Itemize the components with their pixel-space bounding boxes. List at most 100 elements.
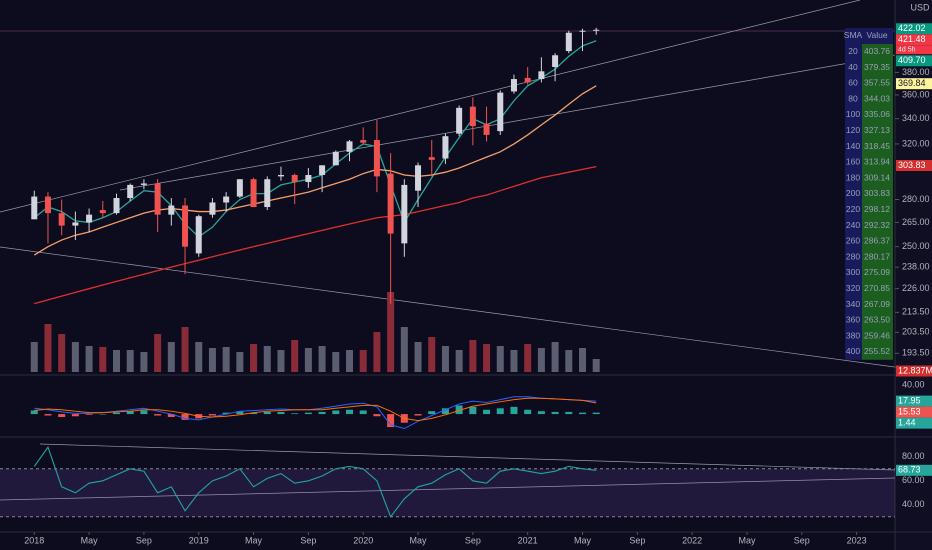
x-tick-label: Sep (794, 535, 810, 545)
histogram-bar (30, 410, 38, 415)
volume-bar (58, 334, 66, 372)
moving-average (33, 85, 597, 256)
price-tag (896, 417, 932, 429)
table-cell: 260 (846, 236, 860, 246)
candle-body (428, 157, 435, 160)
volume-bar (222, 347, 230, 372)
histogram-bar (44, 414, 52, 416)
table-cell: 360 (846, 315, 860, 325)
volume-bar (250, 344, 258, 372)
price-tag (896, 160, 932, 172)
candle-body (58, 213, 65, 226)
volume-bar (167, 342, 175, 372)
y-tick-label: 213.50 (902, 307, 930, 317)
x-tick-label: May (245, 535, 263, 545)
volume-bar (579, 348, 587, 372)
currency: USD (910, 2, 930, 12)
table-cell: 140 (846, 141, 860, 151)
candle-body (510, 79, 517, 92)
price-tag-label: 12.837M (898, 365, 932, 375)
histogram-bar (332, 410, 340, 415)
price-axis-bg (895, 0, 932, 550)
table-cell: 267.09 (864, 299, 890, 309)
table-cell: 380 (846, 330, 860, 340)
volume-bar (524, 344, 532, 372)
candle-body (346, 141, 353, 152)
volume-bar (400, 327, 408, 372)
candle-body (250, 179, 257, 208)
table-cell: 120 (846, 125, 860, 135)
volume-bar (113, 350, 121, 372)
y-tick-label: 320.00 (902, 138, 930, 148)
table-cell: 318.45 (864, 141, 890, 151)
candle-body (277, 174, 284, 177)
candle-body (442, 136, 449, 159)
histogram-bar (579, 412, 587, 415)
volume-bar (154, 334, 162, 372)
histogram-bar (469, 406, 477, 415)
table-cell: 403.76 (864, 46, 890, 56)
x-tick-label: 2018 (24, 535, 44, 545)
x-tick-label: May (738, 535, 756, 545)
table-cell: 20 (848, 46, 858, 56)
candle-body (264, 179, 271, 208)
x-tick-label: Sep (136, 535, 152, 545)
y-tick-label: 40.00 (902, 499, 925, 509)
x-tick-label: 2022 (682, 535, 702, 545)
volume-bar (414, 342, 422, 372)
volume-bar (359, 350, 367, 372)
volume-bar (496, 346, 504, 372)
candle-body (154, 183, 161, 215)
candle-body (223, 196, 230, 203)
table-cell: 379.35 (864, 62, 890, 72)
table-cell: 263.50 (864, 315, 890, 325)
price-tag (896, 78, 932, 90)
candle-body (319, 165, 326, 175)
candle-body (524, 77, 531, 83)
volume-bar (277, 350, 285, 372)
table-cell: 200 (846, 188, 860, 198)
volume-bar (99, 347, 107, 372)
histogram-bar (71, 414, 79, 417)
volume-bar (483, 344, 491, 372)
price-tag-label: 409.70 (898, 55, 926, 65)
candle-body (497, 92, 504, 132)
y-tick-label: 193.50 (902, 348, 930, 358)
table-cell: 160 (846, 157, 860, 167)
price-tag-label: 422.02 (898, 23, 926, 33)
x-tick-label: Sep (629, 535, 645, 545)
histogram-bar (113, 412, 121, 415)
histogram-bar (359, 410, 367, 415)
table-cell: 303.83 (864, 188, 890, 198)
histogram-bar (551, 411, 559, 415)
table-cell: 270.85 (864, 283, 890, 293)
volume-bar (455, 350, 463, 372)
candle-body (31, 196, 38, 220)
table-cell: 40 (848, 62, 858, 72)
price-tag-label: 421.48 (898, 34, 926, 44)
histogram-bar (250, 412, 258, 415)
histogram-bar (99, 414, 107, 415)
histogram-bar (167, 414, 175, 417)
price-tag (896, 395, 932, 407)
candle-body (44, 196, 51, 214)
price-tag (896, 34, 932, 46)
histogram-bar (565, 411, 573, 415)
table-cell: 275.09 (864, 267, 890, 277)
candle-body (72, 222, 79, 226)
candle-body (373, 140, 380, 177)
price-tag (896, 55, 932, 67)
price-tag (896, 464, 932, 476)
candle-body (332, 151, 339, 166)
candle-body (469, 106, 476, 127)
histogram-bar (140, 410, 148, 415)
histogram-bar (414, 414, 422, 416)
y-tick-label: 203.50 (902, 327, 930, 337)
candle-body (456, 107, 463, 134)
candle-body (305, 174, 312, 183)
candle-body (538, 71, 545, 80)
x-tick-label: May (574, 535, 592, 545)
volume-bar (428, 337, 436, 372)
price-tag-label: 17.95 (898, 395, 921, 405)
